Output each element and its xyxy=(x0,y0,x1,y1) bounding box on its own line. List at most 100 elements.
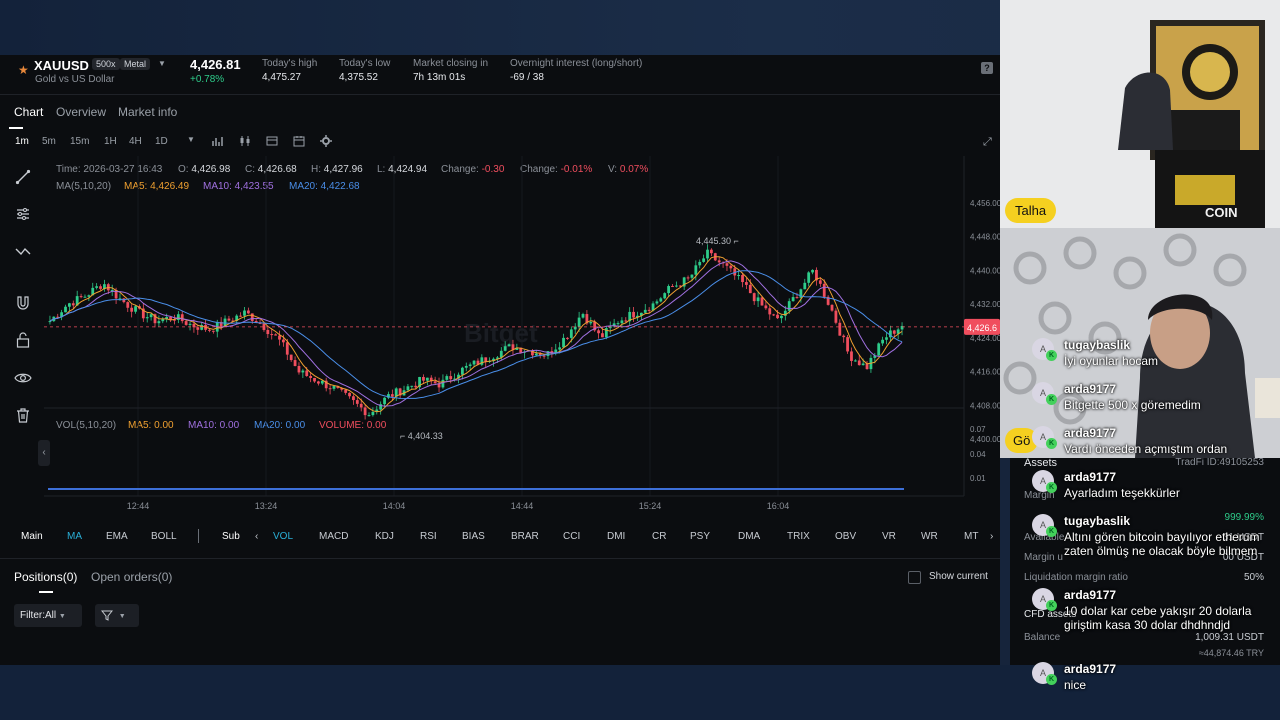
ohlc-low-label: L: xyxy=(377,164,386,175)
indicator-cr[interactable]: CR xyxy=(652,531,667,542)
candle-type-icon[interactable] xyxy=(238,135,252,147)
indicator-ma[interactable]: MA xyxy=(67,531,82,542)
indicator-icon[interactable] xyxy=(211,135,225,147)
toolbar-collapse-icon[interactable]: ‹ xyxy=(38,440,50,466)
candle-body xyxy=(892,330,896,334)
candle-body xyxy=(406,386,410,391)
lock-icon[interactable] xyxy=(12,332,34,354)
chat-username: arda9177 xyxy=(1064,470,1117,484)
indicator-macd[interactable]: MACD xyxy=(319,531,349,542)
trendline-tool-icon[interactable] xyxy=(12,169,34,191)
indicator-dma[interactable]: DMA xyxy=(738,531,761,542)
price-chart[interactable]: 12:44 13:24 14:04 14:44 15:24 16:04 4,400.00 4,… xyxy=(44,156,1000,516)
settings-gear-icon[interactable] xyxy=(319,135,333,147)
candle-body xyxy=(219,321,223,327)
filter-chevron-down-icon: ▼ xyxy=(58,613,66,620)
timeframe-1m[interactable]: 1m xyxy=(15,136,29,147)
candle-body xyxy=(885,337,888,340)
candle-body xyxy=(60,312,64,318)
visibility-eye-icon[interactable] xyxy=(12,370,34,392)
account-id: TradFi ID:49105253 xyxy=(1175,457,1264,468)
indicator-kdj[interactable]: KDJ xyxy=(375,531,394,542)
indicator-rsi[interactable]: RSI xyxy=(420,531,437,542)
timeframe-1d[interactable]: 1D xyxy=(155,136,168,147)
candle-body xyxy=(282,339,285,343)
indicator-scroll-right-icon[interactable]: › xyxy=(990,531,994,542)
indicator-vr[interactable]: VR xyxy=(882,531,896,542)
candle-body xyxy=(200,324,204,330)
indicator-ema[interactable]: EMA xyxy=(106,531,128,542)
indicator-divider xyxy=(198,529,199,543)
filter-dropdown[interactable]: Filter:All ▼ xyxy=(14,604,82,627)
candle-body xyxy=(822,283,826,297)
kick-badge-icon: K xyxy=(1046,482,1057,493)
tab-chart[interactable]: Chart xyxy=(14,105,44,119)
symbol-name[interactable]: XAUUSD xyxy=(34,58,89,73)
margin-ratio-value: 999.99% xyxy=(1224,512,1264,523)
indicator-obv[interactable]: OBV xyxy=(835,531,857,542)
candle-body xyxy=(577,317,581,327)
vol-ma5-value: MA5: 0.00 xyxy=(128,420,174,431)
candle-body xyxy=(764,305,768,309)
symbol-dropdown-icon[interactable]: ▼ xyxy=(158,59,166,68)
timeframe-15m[interactable]: 15m xyxy=(70,136,90,147)
indicator-wr[interactable]: WR xyxy=(921,531,938,542)
calendar-icon[interactable] xyxy=(292,135,306,147)
candle-body xyxy=(383,397,386,405)
candle-body xyxy=(846,337,849,352)
candle-body xyxy=(169,316,172,320)
indicator-vol[interactable]: VOL xyxy=(273,531,294,542)
stat-value-overnight: -69 / 38 xyxy=(510,72,544,83)
ma10-line xyxy=(49,260,903,407)
indicator-cci[interactable]: CCI xyxy=(563,531,581,542)
adjust-tool-icon[interactable] xyxy=(12,206,34,228)
tab-positions[interactable]: Positions(0) xyxy=(14,570,78,584)
filter-funnel-button[interactable]: ▼ xyxy=(95,604,139,627)
ohlc-change-pct-label: Change: xyxy=(520,164,558,175)
ohlc-high-label: H: xyxy=(311,164,321,175)
candle-body xyxy=(643,309,647,313)
help-icon[interactable]: ? xyxy=(981,62,993,74)
tab-market-info[interactable]: Market info xyxy=(118,105,178,119)
indicator-bias[interactable]: BIAS xyxy=(462,531,485,542)
indicator-scroll-left-icon[interactable]: ‹ xyxy=(255,531,259,542)
indicator-trix[interactable]: TRIX xyxy=(787,531,810,542)
balance-try-value: ≈44,874.46 TRY xyxy=(1198,648,1264,658)
chat-username: tugaybaslik xyxy=(1064,338,1131,352)
candle-body xyxy=(554,349,558,354)
candle-body xyxy=(56,316,60,318)
tab-open-orders[interactable]: Open orders(0) xyxy=(91,570,173,584)
layout-icon[interactable] xyxy=(265,135,279,147)
timeframe-5m[interactable]: 5m xyxy=(42,136,56,147)
indicator-mt[interactable]: MT xyxy=(964,531,979,542)
fullscreen-icon[interactable]: ⤢ xyxy=(983,136,992,148)
candle-body xyxy=(460,367,464,375)
price-change: +0.78% xyxy=(190,74,225,85)
indicator-brar[interactable]: BRAR xyxy=(511,531,539,542)
timeframe-1h[interactable]: 1H xyxy=(104,136,117,147)
candle-body xyxy=(301,370,305,373)
trash-icon[interactable] xyxy=(12,407,34,429)
indicator-dmi[interactable]: DMI xyxy=(607,531,626,542)
x-tick-label: 13:24 xyxy=(255,501,278,511)
timeframe-more-icon[interactable]: ▼ xyxy=(187,135,195,144)
indicator-psy[interactable]: PSY xyxy=(690,531,711,542)
candle-body xyxy=(678,285,682,287)
indicator-boll[interactable]: BOLL xyxy=(151,531,177,542)
favorite-star-icon[interactable]: ★ xyxy=(18,63,29,77)
candle-body xyxy=(558,347,562,350)
candle-body xyxy=(694,265,698,275)
candle-body xyxy=(538,353,542,356)
show-current-checkbox[interactable] xyxy=(908,571,921,584)
candle-body xyxy=(865,363,869,370)
pattern-tool-icon[interactable] xyxy=(12,243,34,265)
vol-ma10-value: MA10: 0.00 xyxy=(188,420,240,431)
magnet-icon[interactable] xyxy=(12,295,34,317)
candle-body xyxy=(566,337,569,339)
vol-ma20-value: MA20: 0.00 xyxy=(254,420,306,431)
tab-overview[interactable]: Overview xyxy=(56,105,107,119)
candle-body xyxy=(881,339,884,344)
trading-panel: ★ XAUUSD 500x Metal ▼ Gold vs US Dollar … xyxy=(0,55,1000,665)
candle-body xyxy=(309,376,313,378)
timeframe-4h[interactable]: 4H xyxy=(129,136,142,147)
